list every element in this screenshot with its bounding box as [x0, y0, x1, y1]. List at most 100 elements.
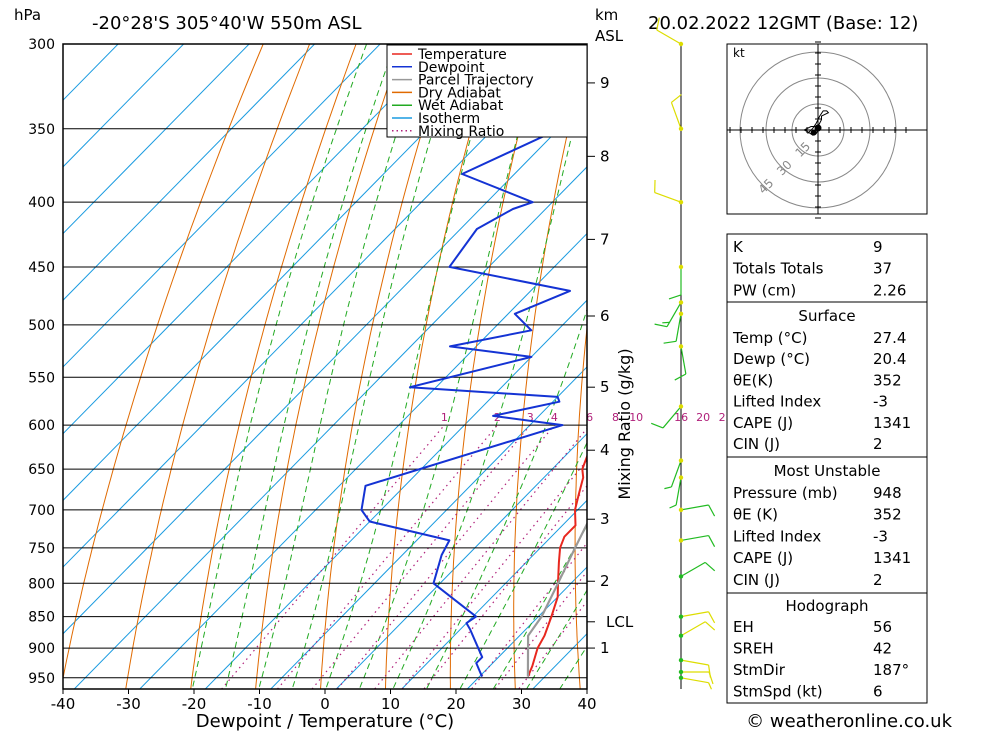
- pressure-unit-label: hPa: [14, 6, 41, 24]
- wind-barb: [678, 561, 716, 579]
- dry-adiabat-line: [125, 44, 311, 689]
- isotherm-line: [270, 366, 587, 689]
- most-unstable-row-value: 1341: [873, 549, 911, 567]
- index-row-value: 2.26: [873, 281, 906, 299]
- pressure-tick-label: 800: [28, 576, 55, 592]
- isotherm-line: [73, 166, 587, 689]
- legend-entry: Wet Adiabat: [418, 98, 504, 114]
- pressure-tick-label: 950: [28, 671, 55, 687]
- mixing-ratio-label: 2: [494, 411, 501, 424]
- wet-adiabat-line: [224, 44, 396, 689]
- isotherm-line: [63, 44, 119, 101]
- x-tick-label: 30: [512, 695, 531, 713]
- skewt-plot: 1 2 3 4 6 8 10 1 6 20 2 5 -40 -30 -20 -10 0 10 20 30 40 300…: [0, 6, 732, 732]
- x-tick-label: -20: [182, 695, 207, 713]
- surface-box: [726, 301, 928, 458]
- surface-title: Surface: [798, 307, 855, 325]
- km-tick-label: 5: [600, 378, 610, 396]
- dry-adiabat-line: [574, 323, 587, 689]
- wind-barb: [663, 311, 684, 344]
- x-tick-label: -30: [116, 695, 141, 713]
- pressure-tick-label: 650: [28, 462, 55, 478]
- hodograph-table-row-value: 42: [873, 640, 892, 658]
- most-unstable-row-label: CAPE (J): [733, 549, 793, 567]
- wind-barb: [674, 344, 687, 381]
- wind-barb: [678, 504, 716, 517]
- legend-entry: Temperature: [417, 47, 507, 63]
- most-unstable-row-label: CIN (J): [733, 571, 780, 589]
- pressure-tick-label: 300: [28, 37, 55, 53]
- storm-motion-marker: [810, 129, 817, 136]
- isobars: [63, 43, 587, 679]
- pressure-tick-label: 750: [28, 541, 55, 557]
- temperature-trace: [526, 453, 587, 677]
- mixing-ratio-line: [311, 424, 531, 689]
- isotherm-line: [63, 44, 316, 301]
- wind-barb: [678, 534, 716, 547]
- most-unstable-row-value: 2: [873, 571, 883, 589]
- wind-barb: [656, 17, 684, 47]
- pressure-tick-label: 850: [28, 610, 55, 626]
- wind-barb: [678, 675, 713, 690]
- surface-row-label: θE(K): [733, 371, 773, 389]
- sounding-traces: [360, 115, 587, 677]
- surface-row-label: Temp (°C): [732, 329, 807, 347]
- isotherm-line: [63, 44, 185, 168]
- mixing-ratio-label: 4: [551, 411, 558, 424]
- wind-barb: [670, 94, 684, 131]
- hodograph-trace: [802, 110, 830, 136]
- legend-entry: Dry Adiabat: [418, 85, 501, 101]
- wind-barb: [669, 475, 684, 509]
- x-tick-label: 20: [446, 695, 465, 713]
- km-tick-label: 6: [600, 307, 610, 325]
- km-tick-label: 1: [600, 639, 610, 657]
- most-unstable-title: Most Unstable: [774, 462, 881, 480]
- index-row-label: K: [733, 238, 744, 256]
- isotherm-line: [63, 44, 381, 368]
- km-tick-label: 8: [600, 147, 610, 165]
- wet-adiabat-line: [358, 44, 543, 689]
- wind-barb: [664, 458, 684, 490]
- index-row-label: PW (cm): [733, 281, 796, 299]
- isotherm-line: [401, 499, 587, 689]
- wind-barb: [678, 611, 716, 624]
- surface-row-label: CAPE (J): [733, 414, 793, 432]
- hodograph-table-row-value: 187°: [873, 661, 909, 679]
- km-unit-label: km: [595, 6, 618, 24]
- parcel-trajectory-trace: [526, 521, 587, 677]
- mixing-ratio-label: 10: [629, 411, 643, 424]
- surface-row-value: 20.4: [873, 350, 906, 368]
- wind-barb: [651, 404, 684, 429]
- surface-row-value: 2: [873, 435, 883, 453]
- x-tick-label: -40: [51, 695, 76, 713]
- mixing-ratio-line: [373, 427, 587, 689]
- km-tick-label: 9: [600, 74, 610, 92]
- dewpoint-trace: [360, 115, 587, 677]
- wind-barb: [678, 657, 712, 678]
- mixing-ratio-label: 1: [441, 411, 448, 424]
- hodograph-table-row-label: StmSpd (kt): [733, 683, 823, 701]
- asl-unit-label: ASL: [595, 27, 624, 45]
- pressure-tick-label: 350: [28, 122, 55, 138]
- pressure-tick-label: 900: [28, 641, 55, 657]
- most-unstable-row-value: -3: [873, 527, 888, 545]
- pressure-tick-label: 700: [28, 503, 55, 519]
- surface-row-value: -3: [873, 393, 888, 411]
- hodograph-table-box: [726, 592, 928, 704]
- km-tick-label: LCL: [606, 613, 634, 631]
- hodograph-table-row-label: EH: [733, 618, 754, 636]
- mixing-ratio-label: 3: [527, 411, 534, 424]
- km-axis-ticks: 9 8 7 6 5 4 3 2 LCL 1: [587, 74, 634, 657]
- wind-barb: [678, 621, 716, 638]
- wind-barb: [678, 669, 714, 685]
- hodograph-table-row-label: SREH: [733, 640, 774, 658]
- mixing-ratio-axis-label: Mixing Ratio (g/kg): [615, 348, 634, 499]
- pressure-tick-label: 600: [28, 418, 55, 434]
- most-unstable-row-label: Lifted Index: [733, 527, 821, 545]
- wet-adiabat-line: [525, 589, 587, 689]
- dry-adiabat-line: [190, 44, 357, 689]
- isotherm-line: [0, 6, 90, 706]
- index-row-value: 37: [873, 260, 892, 278]
- km-tick-label: 3: [600, 510, 610, 528]
